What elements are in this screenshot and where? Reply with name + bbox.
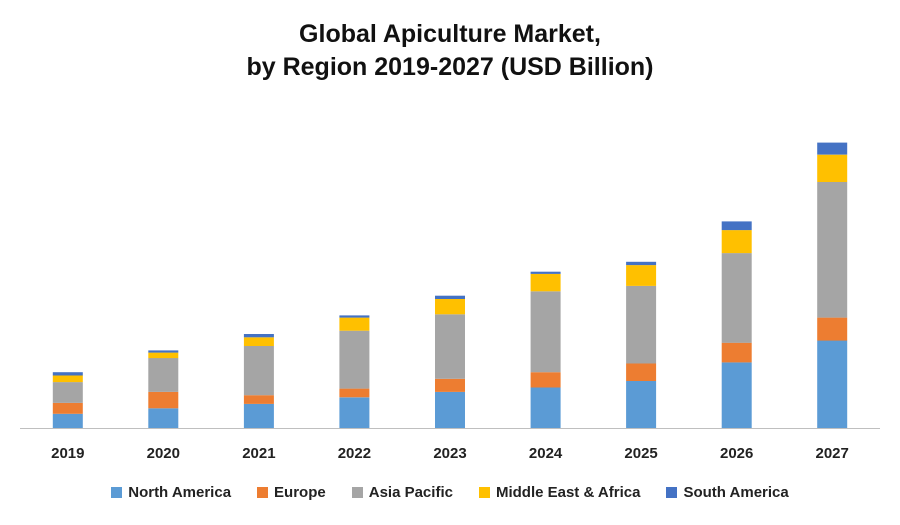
bar-segment-europe-2019 [52,402,83,414]
x-tick-label-2023: 2023 [433,445,466,462]
legend-swatch-north-america [111,487,123,498]
legend-item-north-america: North America [111,484,231,501]
bar-segment-asia-pacific-2021 [243,346,274,396]
bar-segment-south-america-2023 [435,295,465,299]
bar-segment-middle-east-africa-2022 [339,317,370,331]
x-tick-label-2027: 2027 [816,445,849,462]
x-tick-label-2024: 2024 [529,445,563,462]
x-tick-label-2020: 2020 [147,445,180,462]
bar-segment-north-america-2020 [148,408,179,428]
bar-segment-north-america-2022 [339,397,370,428]
bar-segment-asia-pacific-2022 [339,330,370,389]
bar-segment-north-america-2019 [52,413,83,428]
x-tick-label-2022: 2022 [338,445,371,462]
bar-segment-middle-east-africa-2026 [721,230,752,254]
legend-label-middle-east-africa: Middle East & Africa [495,484,641,501]
legend-item-south-america: South America [666,484,789,501]
bar-segment-europe-2020 [148,391,179,409]
bar-segment-south-america-2021 [243,334,274,338]
bar-segment-north-america-2023 [435,391,465,428]
bar-segment-asia-pacific-2023 [435,314,465,379]
bar-segment-middle-east-africa-2019 [52,375,83,383]
bar-segment-middle-east-africa-2021 [243,337,274,346]
bar-segment-europe-2021 [243,395,274,404]
bar-segment-south-america-2026 [721,221,752,231]
bar-segment-asia-pacific-2019 [52,382,83,403]
chart-subtitle: by Region 2019-2027 (USD Billion) [246,53,654,81]
legend-label-asia-pacific: Asia Pacific [368,484,453,501]
legend-item-middle-east-africa: Middle East & Africa [478,484,641,501]
bar-segment-north-america-2021 [243,403,274,428]
x-tick-label-2021: 2021 [242,445,275,462]
bar-segment-europe-2023 [435,378,465,392]
bar-segment-south-america-2019 [52,372,83,376]
legend-item-europe: Europe [257,484,326,501]
bar-segment-middle-east-africa-2025 [626,265,657,286]
bar-segment-europe-2025 [626,363,657,381]
bar-segment-middle-east-africa-2024 [530,273,561,292]
legend-swatch-middle-east-africa [478,487,490,498]
bar-segment-asia-pacific-2024 [530,291,561,373]
x-tick-label-2026: 2026 [720,445,753,462]
legend-label-europe: Europe [274,484,326,501]
bar-segment-asia-pacific-2026 [721,253,752,343]
bar-segment-middle-east-africa-2023 [435,299,465,315]
bar-segment-south-america-2027 [817,142,848,155]
bar-segment-middle-east-africa-2020 [148,352,179,359]
bar-segment-north-america-2027 [817,340,848,428]
bar-segment-south-america-2020 [148,350,179,353]
x-tick-label-2019: 2019 [51,445,84,462]
bar-segment-europe-2027 [817,317,848,341]
legend-item-asia-pacific: Asia Pacific [351,484,453,501]
legend-label-south-america: South America [683,484,789,501]
bar-segment-asia-pacific-2027 [817,182,848,318]
bar-segment-south-america-2025 [626,261,657,266]
bar-segment-europe-2024 [530,372,561,388]
bar-segment-north-america-2024 [530,387,561,428]
bar-segment-asia-pacific-2020 [148,358,179,392]
bar-segment-north-america-2025 [626,381,657,428]
legend-swatch-asia-pacific [351,487,363,498]
x-tick-label-2025: 2025 [624,445,657,462]
bar-segment-south-america-2024 [530,271,561,274]
legend-label-north-america: North America [128,484,232,501]
bar-segment-europe-2022 [339,388,370,398]
legend-swatch-europe [257,487,269,498]
bar-segment-europe-2026 [721,342,752,363]
chart-title-block: Global Apiculture Market, by Region 2019… [0,18,900,84]
legend-swatch-south-america [666,487,678,498]
legend: North America Europe Asia Pacific Middle… [0,484,900,501]
bar-segment-middle-east-africa-2027 [817,154,848,182]
bar-segment-north-america-2026 [721,362,752,428]
bar-segment-south-america-2022 [339,315,370,318]
bar-segment-asia-pacific-2025 [626,285,657,364]
chart-title: Global Apiculture Market, [299,20,601,48]
